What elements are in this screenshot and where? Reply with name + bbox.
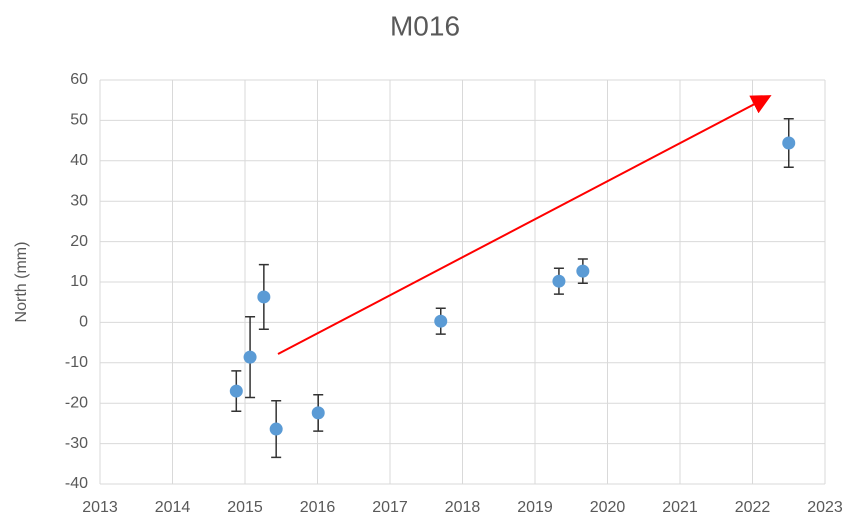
- data-point: [269, 422, 283, 436]
- x-tick-label: 2015: [227, 499, 263, 516]
- data-point: [782, 136, 796, 150]
- data-point: [257, 290, 271, 304]
- y-tick-label: 10: [70, 273, 88, 290]
- data-point: [576, 264, 590, 278]
- y-tick-label: 60: [70, 71, 88, 88]
- y-tick-label: -30: [65, 435, 88, 452]
- data-point: [229, 384, 243, 398]
- data-point: [243, 350, 257, 364]
- y-axis-label: North (mm): [13, 242, 30, 323]
- data-point: [434, 314, 448, 328]
- y-tick-label: 0: [79, 314, 88, 331]
- y-tick-label: -20: [65, 394, 88, 411]
- x-tick-label: 2016: [300, 499, 336, 516]
- x-tick-label: 2014: [155, 499, 191, 516]
- x-tick-label: 2020: [590, 499, 626, 516]
- x-tick-label: 2021: [662, 499, 698, 516]
- chart-title: M016: [390, 10, 460, 41]
- y-tick-label: 40: [70, 152, 88, 169]
- data-point: [311, 406, 325, 420]
- y-tick-label: 50: [70, 112, 88, 129]
- x-tick-label: 2017: [372, 499, 408, 516]
- y-tick-label: 20: [70, 233, 88, 250]
- x-tick-label: 2013: [82, 499, 118, 516]
- x-tick-label: 2018: [445, 499, 481, 516]
- trend-arrow: [277, 95, 772, 355]
- x-tick-label: 2023: [807, 499, 843, 516]
- x-tick-label: 2022: [735, 499, 771, 516]
- x-tick-label: 2019: [517, 499, 553, 516]
- y-tick-label: -40: [65, 475, 88, 492]
- y-tick-label: -10: [65, 354, 88, 371]
- data-point: [552, 274, 566, 288]
- y-tick-label: 30: [70, 192, 88, 209]
